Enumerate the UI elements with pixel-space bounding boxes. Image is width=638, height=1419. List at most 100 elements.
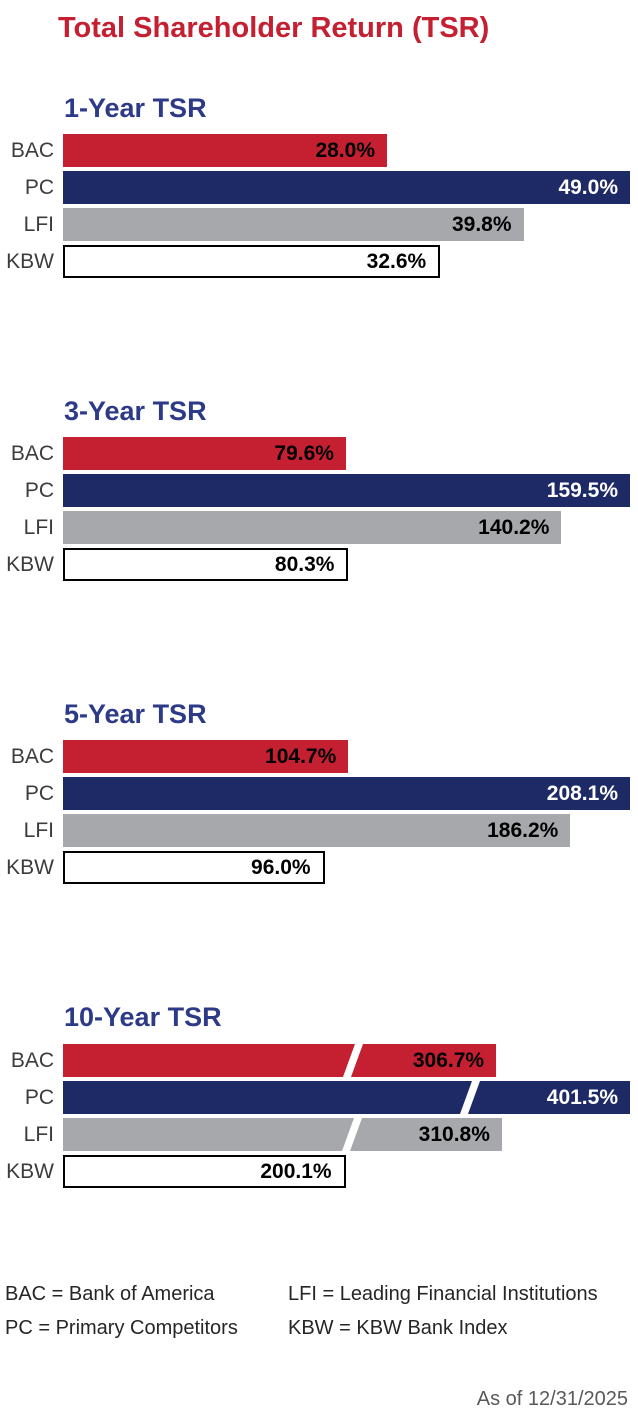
axis-break-mark	[341, 1043, 365, 1077]
chart-5-year-tsr: 5-Year TSR BAC 104.7% PC 208.1% LFI 186.2% KBW…	[0, 699, 638, 885]
bar-track: 159.5%	[63, 474, 630, 508]
bar-row-lfi: LFI 310.8%	[0, 1117, 638, 1151]
bar-bac: 28.0%	[63, 134, 387, 168]
axis-break-mark	[340, 1117, 364, 1151]
bar-value: 39.8%	[451, 213, 512, 237]
bar-bac: 306.7%	[63, 1043, 497, 1077]
category-label-pc: PC	[24, 479, 54, 503]
category-label-kbw: KBW	[6, 1159, 54, 1183]
bar-pc: 208.1%	[63, 777, 630, 811]
category-label-lfi: LFI	[23, 213, 54, 237]
legend-item-bac: BAC = Bank of America	[5, 1282, 215, 1305]
bar-pc: 159.5%	[63, 474, 630, 508]
bar-track: 186.2%	[63, 814, 630, 848]
bar-row-bac: BAC 306.7%	[0, 1043, 638, 1077]
chart-1-year-tsr: 1-Year TSR BAC 28.0% PC 49.0% LFI 39.8% KBW 32.…	[0, 93, 638, 279]
category-label-lfi: LFI	[23, 1122, 54, 1146]
category-label-bac: BAC	[10, 1048, 54, 1072]
bar-kbw: 200.1%	[63, 1154, 346, 1188]
bar-track: 32.6%	[63, 245, 630, 279]
legend: BAC = Bank of America PC = Primary Compe…	[5, 1283, 638, 1340]
bar-lfi: 186.2%	[63, 814, 571, 848]
bar-bac: 79.6%	[63, 437, 346, 471]
legend-item-pc: PC = Primary Competitors	[5, 1316, 238, 1339]
bar-track: 39.8%	[63, 208, 630, 242]
bar-track: 200.1%	[63, 1154, 630, 1188]
bar-track: 28.0%	[63, 134, 630, 168]
category-label-pc: PC	[24, 1085, 54, 1109]
bar-group-1-year: BAC 28.0% PC 49.0% LFI 39.8% KBW 32.6%	[0, 134, 638, 279]
bar-track: 79.6%	[63, 437, 630, 471]
bar-track: 104.7%	[63, 740, 630, 774]
bar-track: 80.3%	[63, 548, 630, 582]
category-label-pc: PC	[24, 176, 54, 200]
chart-title-5-year: 5-Year TSR	[64, 699, 207, 730]
category-label-bac: BAC	[10, 745, 54, 769]
category-label-bac: BAC	[10, 442, 54, 466]
bar-row-pc: PC 208.1%	[0, 777, 638, 811]
category-label-kbw: KBW	[6, 250, 54, 274]
legend-column-left: BAC = Bank of America PC = Primary Compe…	[5, 1283, 288, 1340]
bar-row-bac: BAC 79.6%	[0, 437, 638, 471]
bar-value: 159.5%	[546, 479, 618, 503]
chart-title-3-year: 3-Year TSR	[64, 396, 207, 427]
axis-break-mark	[458, 1080, 482, 1114]
bar-row-kbw: KBW 96.0%	[0, 851, 638, 885]
bar-lfi: 140.2%	[63, 511, 562, 545]
bar-value: 80.3%	[274, 553, 335, 577]
bar-track: 49.0%	[63, 171, 630, 205]
bar-group-10-year: BAC 306.7% PC 401.5% LFI 310.8% KBW 200.1%	[0, 1043, 638, 1188]
category-label-lfi: LFI	[23, 819, 54, 843]
legend-item-kbw: KBW = KBW Bank Index	[288, 1316, 508, 1339]
bar-value: 32.6%	[366, 250, 427, 274]
bar-group-3-year: BAC 79.6% PC 159.5% LFI 140.2% KBW 80.3%	[0, 437, 638, 582]
bar-track: 140.2%	[63, 511, 630, 545]
bar-kbw: 32.6%	[63, 245, 441, 279]
bar-kbw: 96.0%	[63, 851, 325, 885]
bar-row-lfi: LFI 39.8%	[0, 208, 638, 242]
bar-group-5-year: BAC 104.7% PC 208.1% LFI 186.2% KBW 96.0%	[0, 740, 638, 885]
bar-row-kbw: KBW 80.3%	[0, 548, 638, 582]
bar-value: 104.7%	[265, 745, 337, 769]
bar-track: 306.7%	[63, 1043, 630, 1077]
bar-pc: 401.5%	[63, 1080, 630, 1114]
bar-row-pc: PC 159.5%	[0, 474, 638, 508]
bar-bac: 104.7%	[63, 740, 349, 774]
bar-value: 401.5%	[546, 1085, 618, 1109]
bar-value: 28.0%	[315, 139, 375, 163]
chart-title-10-year: 10-Year TSR	[64, 1002, 222, 1033]
bar-lfi: 310.8%	[63, 1117, 502, 1151]
bar-value: 208.1%	[546, 782, 618, 806]
as-of-date: As of 12/31/2025	[476, 1388, 628, 1410]
bar-value: 306.7%	[412, 1048, 485, 1072]
bar-value: 140.2%	[478, 516, 550, 540]
category-label-kbw: KBW	[6, 553, 54, 577]
chart-10-year-tsr: 10-Year TSR BAC 306.7% PC 401.5% LFI 310.8% KB…	[0, 1002, 638, 1188]
category-label-lfi: LFI	[23, 516, 54, 540]
bar-pc: 49.0%	[63, 171, 630, 205]
category-label-bac: BAC	[10, 139, 54, 163]
bar-value: 79.6%	[274, 442, 334, 466]
bar-row-bac: BAC 104.7%	[0, 740, 638, 774]
category-label-kbw: KBW	[6, 856, 54, 880]
bar-value: 186.2%	[487, 819, 559, 843]
bar-track: 401.5%	[63, 1080, 630, 1114]
category-label-pc: PC	[24, 782, 54, 806]
bar-value: 96.0%	[251, 856, 311, 880]
bar-row-pc: PC 49.0%	[0, 171, 638, 205]
bar-value: 49.0%	[558, 176, 618, 200]
legend-item-lfi: LFI = Leading Financial Institutions	[288, 1282, 598, 1305]
page-title: Total Shareholder Return (TSR)	[58, 12, 490, 44]
bar-track: 96.0%	[63, 851, 630, 885]
bar-lfi: 39.8%	[63, 208, 524, 242]
bar-kbw: 80.3%	[63, 548, 349, 582]
bar-value: 200.1%	[260, 1159, 332, 1183]
bar-row-lfi: LFI 140.2%	[0, 511, 638, 545]
bar-row-lfi: LFI 186.2%	[0, 814, 638, 848]
bar-row-kbw: KBW 32.6%	[0, 245, 638, 279]
bar-row-pc: PC 401.5%	[0, 1080, 638, 1114]
bar-row-kbw: KBW 200.1%	[0, 1154, 638, 1188]
bar-track: 310.8%	[63, 1117, 630, 1151]
bar-track: 208.1%	[63, 777, 630, 811]
